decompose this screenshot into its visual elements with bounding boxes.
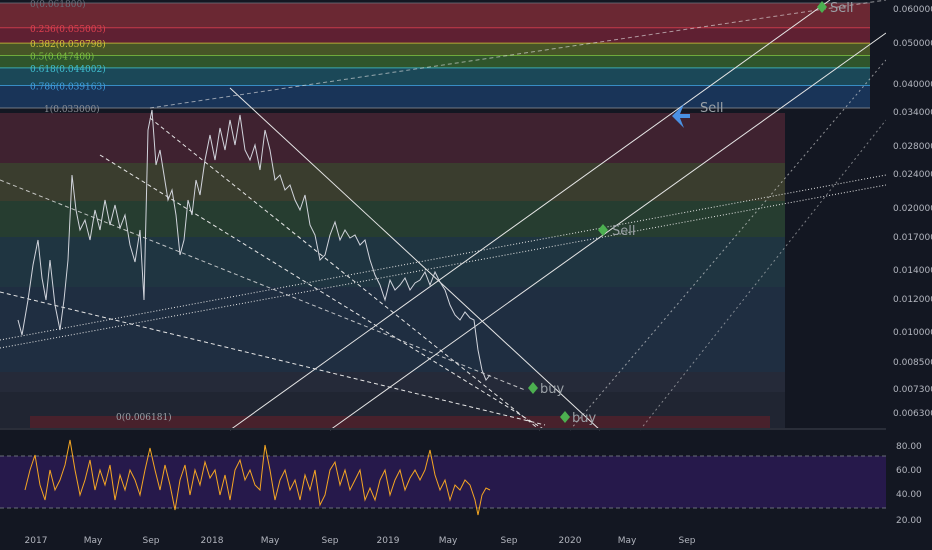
rsi-tick-label: 40.00 (896, 490, 922, 500)
time-tick-label: May (84, 536, 103, 546)
price-tick-label: 0.007300 (893, 385, 932, 395)
rsi-tick-label: 80.00 (896, 442, 922, 452)
price-tick-label: 0.017000 (893, 233, 932, 243)
buy-marker-1[interactable]: buy (528, 382, 564, 397)
rsi-pane[interactable] (0, 439, 886, 516)
fib-level-label: 0.5(0.047400) (30, 52, 94, 63)
sell-marker-top[interactable]: Sell (817, 1, 853, 16)
fib-band (0, 43, 870, 56)
time-tick-label: May (618, 536, 637, 546)
rsi-axis[interactable]: 80.00 60.00 40.00 20.00 (886, 430, 932, 530)
buy-marker-2[interactable]: buy (560, 411, 596, 426)
time-tick-label: Sep (143, 536, 160, 546)
price-tick-label: 0.006300 (893, 409, 932, 419)
time-tick-label: Sep (501, 536, 518, 546)
price-line (17, 109, 491, 381)
time-tick-label: Sep (322, 536, 339, 546)
svg-text:buy: buy (540, 382, 564, 397)
fib-band (0, 3, 870, 28)
time-tick-label: May (261, 536, 280, 546)
price-tick-label: 0.060000 (893, 5, 932, 15)
fib-level-label: 0.236(0.055003) (30, 24, 106, 35)
fib-band (0, 85, 870, 108)
time-tick-label: 2020 (559, 536, 582, 546)
price-tick-label: 0.012000 (893, 295, 932, 305)
rsi-tick-label: 20.00 (896, 516, 922, 526)
time-tick-label: Sep (679, 536, 696, 546)
price-tick-label: 0.050000 (893, 39, 932, 49)
fib-band (0, 27, 870, 44)
fib-level-label: 0.382(0.050798) (30, 39, 106, 50)
fib-retracement-top[interactable]: 0(0.061800) 0.236(0.055003) 0.382(0.050798… (0, 0, 870, 115)
price-tick-label: 0.040000 (893, 80, 932, 90)
svg-text:Sell: Sell (612, 224, 635, 239)
time-axis[interactable]: 2017 May Sep 2018 May Sep 2019 May Sep 2020 May Sep (0, 530, 932, 550)
sell-arrow-marker[interactable]: Sell (672, 101, 723, 128)
price-tick-label: 0.034000 (893, 108, 932, 118)
sell-marker-mid[interactable]: Sell (598, 224, 635, 239)
fib-level-label: 0.786(0.039163) (30, 82, 106, 93)
price-tick-label: 0.024000 (893, 170, 932, 180)
fib-level-label: 0(0.061800) (30, 0, 86, 10)
price-tick-label: 0.020000 (893, 204, 932, 214)
price-tick-label: 0.010000 (893, 328, 932, 338)
rsi-line (24, 439, 491, 516)
price-axis[interactable]: 0.060000 0.050000 0.040000 0.034000 0.028000… (886, 0, 932, 430)
fib-band (0, 67, 870, 86)
svg-text:Sell: Sell (830, 1, 853, 16)
fib-low-label: 0(0.006181) (116, 412, 172, 423)
time-tick-label: 2018 (201, 536, 224, 546)
time-tick-label: 2019 (377, 536, 400, 546)
price-tick-label: 0.028000 (893, 142, 932, 152)
svg-text:Sell: Sell (700, 101, 723, 116)
svg-text:buy: buy (572, 411, 596, 426)
fib-band (0, 55, 870, 68)
main-price-pane[interactable]: 0(0.061800) 0.236(0.055003) 0.382(0.050798… (0, 0, 870, 428)
price-tick-label: 0.014000 (893, 266, 932, 276)
fib-level-label: 0.618(0.044002) (30, 64, 106, 75)
time-tick-label: May (439, 536, 458, 546)
rsi-tick-label: 60.00 (896, 466, 922, 476)
time-tick-label: 2017 (25, 536, 48, 546)
trade-signals[interactable]: Sell Sell Sell buy buy (528, 1, 853, 426)
price-tick-label: 0.008500 (893, 358, 932, 368)
fib-level-label: 1(0.033000) (44, 104, 100, 115)
